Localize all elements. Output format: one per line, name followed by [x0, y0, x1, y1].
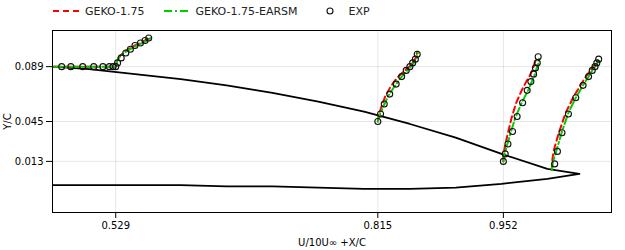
svg-text:Y/C: Y/C — [2, 113, 13, 130]
svg-text:0.089: 0.089 — [15, 61, 44, 72]
svg-text:0.013: 0.013 — [15, 156, 44, 167]
svg-text:0.815: 0.815 — [363, 220, 392, 231]
svg-text:0.952: 0.952 — [489, 220, 518, 231]
svg-text:0.529: 0.529 — [101, 220, 130, 231]
html-text:EXP: EXP — [348, 4, 370, 18]
svg-text:U/10U∞ +X/C: U/10U∞ +X/C — [298, 237, 366, 248]
svg-text:0.045: 0.045 — [15, 116, 44, 127]
html-text:GEKO-1.75-EARSM: GEKO-1.75-EARSM — [195, 4, 298, 18]
html-text:GEKO-1.75: GEKO-1.75 — [85, 4, 145, 18]
